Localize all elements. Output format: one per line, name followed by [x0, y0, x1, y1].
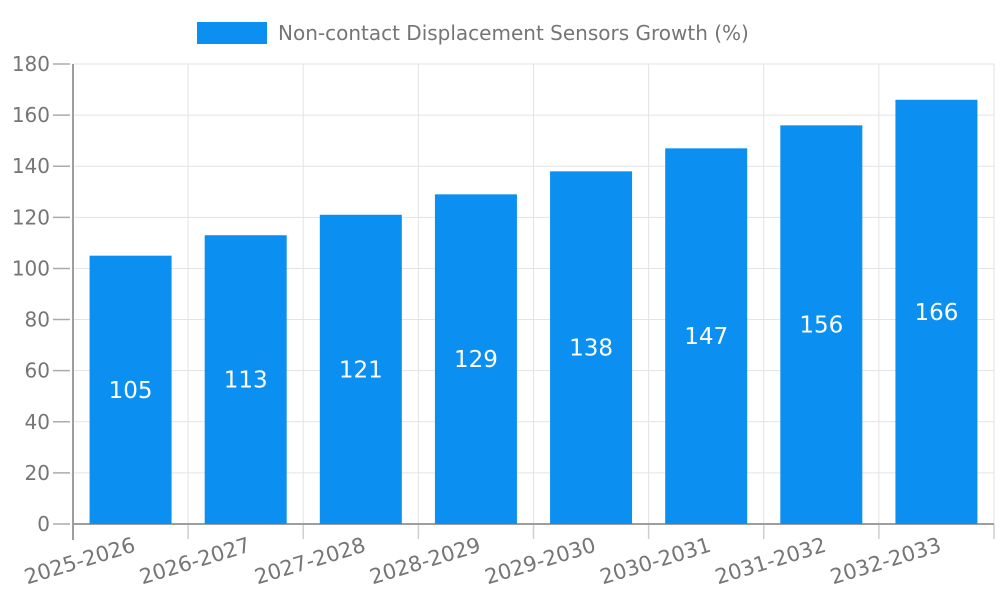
bar-value-label: 105 [109, 378, 153, 404]
x-axis-tick-label: 2025-2026 [22, 533, 138, 589]
bar-value-label: 121 [339, 357, 383, 383]
x-axis-tick-label: 2028-2029 [367, 533, 483, 589]
bar-value-label: 147 [684, 324, 728, 350]
bar[interactable] [434, 194, 517, 525]
bar[interactable] [665, 148, 748, 525]
legend[interactable]: Non-contact Displacement Sensors Growth … [197, 21, 749, 45]
y-axis-tick-label: 120 [12, 205, 50, 229]
y-axis-tick-label: 160 [12, 103, 50, 127]
y-axis-tick-label: 0 [37, 512, 50, 536]
bar[interactable] [89, 255, 172, 524]
bar-value-label: 129 [454, 347, 498, 373]
bar-value-label: 156 [799, 313, 843, 339]
legend-label: Non-contact Displacement Sensors Growth … [278, 21, 749, 45]
bar-value-label: 166 [914, 300, 958, 326]
y-axis-tick-label: 60 [25, 359, 50, 383]
x-axis-tick-label: 2026-2027 [137, 533, 253, 589]
y-axis-tick-label: 180 [12, 52, 50, 76]
y-axis-tick-label: 80 [25, 308, 50, 332]
y-axis-tick-label: 40 [25, 410, 50, 434]
bar-value-label: 138 [569, 336, 613, 362]
bar[interactable] [204, 235, 287, 524]
bar[interactable] [319, 214, 402, 524]
x-axis-tick-label: 2027-2028 [252, 533, 368, 589]
bar[interactable] [780, 125, 863, 524]
y-axis-tick-label: 20 [25, 461, 50, 485]
bar-value-label: 113 [224, 368, 268, 394]
bar[interactable] [895, 99, 978, 525]
y-axis-tick-label: 140 [12, 154, 50, 178]
x-axis-tick-label: 2031-2032 [712, 533, 828, 589]
legend-swatch-icon [197, 22, 267, 44]
x-axis-tick-label: 2030-2031 [597, 533, 713, 589]
bar[interactable] [550, 171, 633, 525]
x-axis-tick-label: 2032-2033 [827, 533, 943, 589]
x-axis-tick-label: 2029-2030 [482, 533, 598, 589]
y-axis-tick-label: 100 [12, 256, 50, 280]
